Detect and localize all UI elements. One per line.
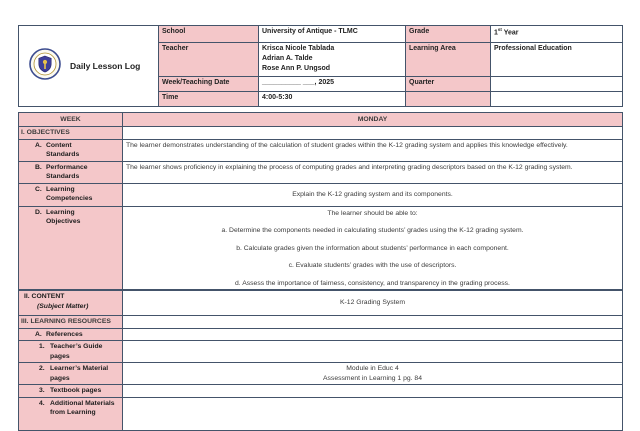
references-heading: A. References bbox=[18, 327, 123, 342]
learning-competencies-text: Explain the K-12 grading system and its … bbox=[122, 182, 623, 207]
objectives-intro: The learner should be able to: bbox=[327, 209, 418, 217]
performance-standards-text: The learner shows proficiency in explain… bbox=[122, 160, 623, 184]
day-header-row: WEEK MONDAY bbox=[18, 112, 623, 127]
objective-item: c. Evaluate students’ grades with the us… bbox=[288, 262, 457, 270]
empty-cell bbox=[490, 91, 623, 107]
empty-cell bbox=[122, 327, 623, 342]
time-value: 4:00-5:30 bbox=[258, 91, 406, 107]
textbook-label: 3. Textbook pages bbox=[18, 384, 123, 398]
header-row-week: Week/Teaching Date __________ ___, 2025 … bbox=[19, 76, 623, 92]
empty-cell bbox=[122, 396, 623, 431]
teacher-name: Adrian A. Talde bbox=[262, 55, 313, 63]
learning-objectives-row: D. Learning Objectives The learner should… bbox=[18, 205, 623, 291]
objective-item: d. Assess the importance of fairness, co… bbox=[235, 279, 510, 287]
document-title: Daily Lesson Log bbox=[70, 60, 141, 71]
learning-competencies-row: C. Learning Competencies Explain the K-12… bbox=[18, 182, 623, 207]
header-row-time: Time 4:00-5:30 bbox=[19, 91, 623, 107]
learning-resources-heading-row: III. LEARNING RESOURCES bbox=[18, 315, 623, 329]
empty-cell bbox=[122, 340, 623, 364]
teacher-names: Krisca Nicole Tablada Adrian A. Talde Ro… bbox=[258, 42, 406, 77]
learners-material-label: 2. Learner’s Material pages bbox=[18, 362, 123, 386]
learning-objectives-content: The learner should be able to: a. Determ… bbox=[122, 205, 623, 291]
quarter-empty-cell bbox=[405, 91, 491, 107]
quarter-label: Quarter bbox=[405, 76, 491, 92]
objective-item: b. Calculate grades given the informatio… bbox=[236, 244, 509, 252]
content-standards-label: A. Content Standards bbox=[18, 138, 123, 162]
day-column-header: MONDAY bbox=[122, 112, 623, 127]
time-label: Time bbox=[158, 91, 259, 107]
header-table: Daily Lesson Log School University of An… bbox=[18, 25, 623, 107]
header-row-school: Daily Lesson Log School University of An… bbox=[18, 25, 623, 107]
additional-materials-label: 4. Additional Materials from Learning bbox=[18, 396, 123, 431]
empty-cell bbox=[122, 315, 623, 329]
grade-label: Grade bbox=[405, 25, 491, 43]
content-row: II. CONTENT (Subject Matter) K-12 Gradin… bbox=[18, 289, 623, 317]
assessment-reference: Assessment in Learning 1 pg. 84 bbox=[323, 374, 422, 382]
performance-standards-row: B. Performance Standards The learner show… bbox=[18, 160, 623, 184]
textbook-row: 3. Textbook pages bbox=[18, 384, 623, 398]
learning-competencies-label: C. Learning Competencies bbox=[18, 182, 123, 207]
content-heading-label: II. CONTENT (Subject Matter) bbox=[18, 289, 123, 317]
week-date-label: Week/Teaching Date bbox=[158, 76, 259, 92]
university-seal-icon bbox=[29, 48, 61, 84]
content-value: K-12 Grading System bbox=[122, 289, 623, 317]
content-standards-row: A. Content Standards The learner demonstr… bbox=[18, 138, 623, 162]
learning-area-label: Learning Area bbox=[405, 42, 491, 77]
teacher-name: Krisca Nicole Tablada bbox=[262, 45, 335, 52]
content-standards-text: The learner demonstrates understanding o… bbox=[122, 138, 623, 162]
learning-objectives-label: D. Learning Objectives bbox=[18, 205, 123, 291]
additional-materials-row: 4. Additional Materials from Learning bbox=[18, 396, 623, 431]
objectives-heading-row: I. OBJECTIVES bbox=[18, 126, 623, 140]
performance-standards-label: B. Performance Standards bbox=[18, 160, 123, 184]
empty-cell bbox=[122, 126, 623, 140]
references-heading-row: A. References bbox=[18, 327, 623, 342]
teachers-guide-row: 1. Teacher’s Guide pages bbox=[18, 340, 623, 364]
logo-cell: Daily Lesson Log bbox=[18, 25, 159, 107]
teacher-label: Teacher bbox=[158, 42, 259, 77]
week-date-value: __________ ___, 2025 bbox=[258, 76, 406, 92]
objectives-heading: I. OBJECTIVES bbox=[18, 126, 123, 140]
lesson-log-document: Daily Lesson Log School University of An… bbox=[18, 25, 623, 431]
empty-cell bbox=[122, 384, 623, 398]
teacher-name: Rose Ann P. Ungsod bbox=[262, 65, 331, 73]
learners-material-value: Module in Educ 4 Assessment in Learning … bbox=[122, 362, 623, 386]
school-value: University of Antique - TLMC bbox=[258, 25, 406, 43]
learning-area-value: Professional Education bbox=[490, 42, 623, 77]
lesson-plan-table: WEEK MONDAY I. OBJECTIVES A. Content Stan… bbox=[18, 112, 623, 431]
subject-matter-caption: (Subject Matter) bbox=[37, 302, 89, 310]
week-column-header: WEEK bbox=[18, 112, 123, 127]
module-reference: Module in Educ 4 bbox=[346, 365, 399, 373]
quarter-value bbox=[490, 76, 623, 92]
school-label: School bbox=[158, 25, 259, 43]
grade-value: 1st Year bbox=[490, 25, 623, 43]
objective-item: a. Determine the components needed in ca… bbox=[221, 227, 524, 235]
teachers-guide-label: 1. Teacher’s Guide pages bbox=[18, 340, 123, 364]
learners-material-row: 2. Learner’s Material pages Module in Edu… bbox=[18, 362, 623, 386]
learning-resources-heading: III. LEARNING RESOURCES bbox=[18, 315, 123, 329]
